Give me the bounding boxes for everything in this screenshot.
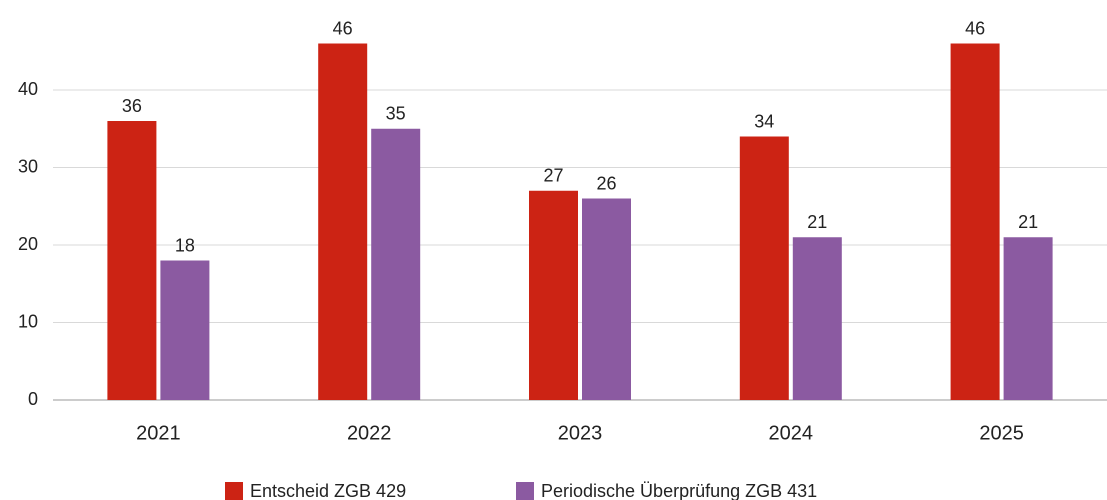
bar	[529, 190, 578, 400]
bar	[107, 121, 157, 400]
legend-label: Entscheid ZGB 429	[250, 481, 406, 500]
data-label: 46	[333, 18, 353, 38]
y-tick-label: 10	[18, 311, 38, 331]
y-tick-label: 30	[18, 156, 38, 176]
data-label: 26	[596, 173, 616, 193]
bar	[371, 128, 421, 400]
x-tick-label: 2023	[558, 422, 603, 444]
data-label: 46	[965, 18, 985, 38]
bar	[318, 43, 368, 400]
data-label: 18	[175, 235, 195, 255]
x-tick-label: 2021	[136, 422, 181, 444]
data-label: 36	[122, 96, 142, 116]
y-tick-label: 0	[28, 389, 38, 409]
x-tick-label: 2025	[979, 422, 1024, 444]
legend-swatch	[225, 482, 243, 500]
data-label: 34	[754, 111, 774, 131]
bar	[792, 237, 842, 400]
bar	[950, 43, 1000, 400]
y-tick-label: 20	[18, 234, 38, 254]
bar	[160, 260, 210, 400]
bar	[1003, 237, 1053, 400]
x-tick-label: 2024	[769, 422, 814, 444]
x-tick-label: 2022	[347, 422, 392, 444]
legend-label: Periodische Überprüfung ZGB 431	[541, 481, 817, 500]
data-label: 21	[1018, 212, 1038, 232]
legend-swatch	[516, 482, 534, 500]
data-label: 27	[543, 166, 563, 186]
data-label: 35	[386, 104, 406, 124]
bar	[582, 198, 631, 400]
bar	[739, 136, 789, 400]
data-label: 21	[807, 212, 827, 232]
y-tick-label: 40	[18, 79, 38, 99]
